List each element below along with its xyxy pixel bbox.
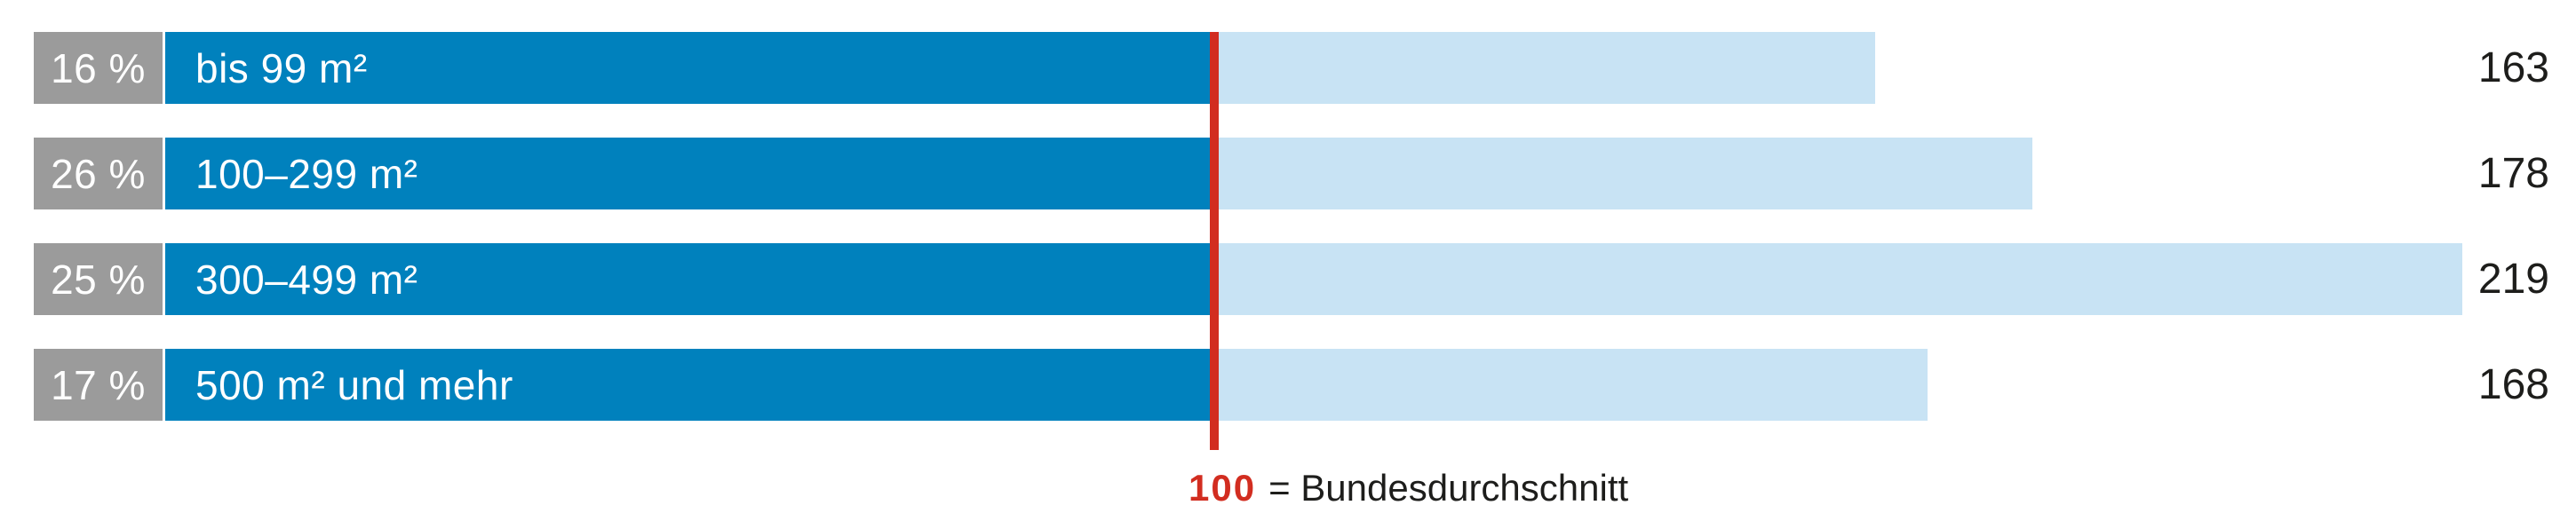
bar-light-segment bbox=[1219, 32, 1875, 104]
chart-row: 26 % 100–299 m² 178 bbox=[0, 138, 2576, 209]
reference-line bbox=[1210, 32, 1219, 450]
bar-dark-segment: 300–499 m² bbox=[165, 243, 1210, 315]
bar-value: 163 bbox=[2477, 44, 2549, 91]
reference-legend: 100 = Bundesdurchschnitt bbox=[1189, 467, 1629, 509]
bar-dark-segment: 500 m² und mehr bbox=[165, 349, 1210, 421]
percent-box: 17 % bbox=[34, 349, 163, 421]
chart-row: 16 % bis 99 m² 163 bbox=[0, 32, 2576, 104]
bar-dark-segment: 100–299 m² bbox=[165, 138, 1210, 209]
reference-text-label: = Bundesdurchschnitt bbox=[1268, 467, 1629, 509]
chart-row: 17 % 500 m² und mehr 168 bbox=[0, 349, 2576, 421]
bar-value: 168 bbox=[2477, 361, 2549, 408]
reference-value-label: 100 bbox=[1189, 467, 1257, 509]
percent-box: 16 % bbox=[34, 32, 163, 104]
bar-light-segment bbox=[1219, 138, 2032, 209]
bar-value: 178 bbox=[2477, 150, 2549, 197]
percent-box: 25 % bbox=[34, 243, 163, 315]
bar-light-segment bbox=[1219, 349, 1928, 421]
percent-box: 26 % bbox=[34, 138, 163, 209]
bar-light-segment bbox=[1219, 243, 2462, 315]
bar-value: 219 bbox=[2477, 256, 2549, 303]
chart-row: 25 % 300–499 m² 219 bbox=[0, 243, 2576, 315]
bar-dark-segment: bis 99 m² bbox=[165, 32, 1210, 104]
